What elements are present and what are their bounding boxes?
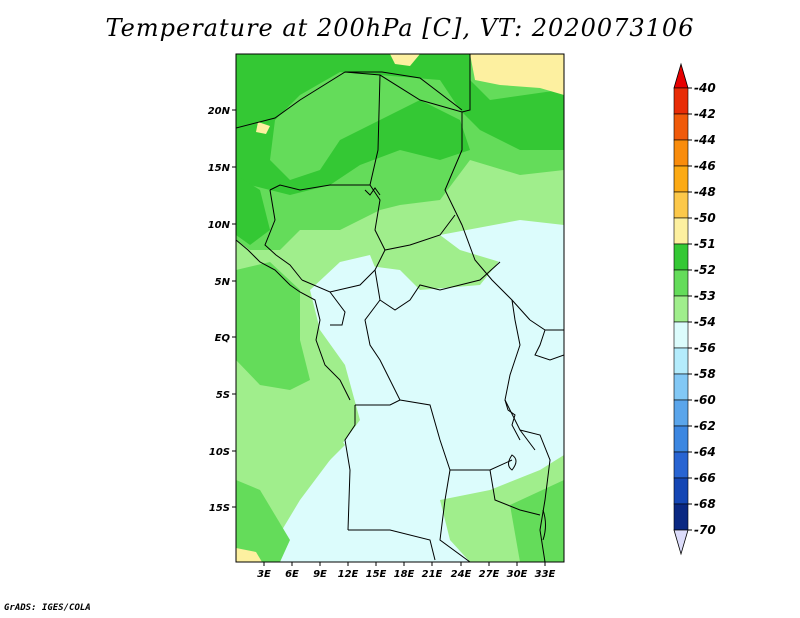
legend-swatch	[673, 139, 689, 167]
lat-tick-label: 5S	[216, 390, 230, 401]
map-frame	[235, 53, 565, 563]
lat-tick-label: 15S	[209, 503, 230, 514]
legend-label: -64	[694, 445, 716, 459]
legend-label: -58	[694, 367, 716, 381]
temperature-field	[236, 54, 564, 562]
legend-swatch	[673, 87, 689, 115]
legend-swatch	[673, 165, 689, 193]
legend-swatch	[673, 321, 689, 349]
lon-tick-label: 3E	[257, 569, 271, 580]
lat-tick-label: EQ	[215, 333, 231, 344]
legend-label: -60	[694, 393, 716, 407]
footer-credit: GrADS: IGES/COLA	[4, 603, 91, 613]
legend-swatch	[673, 425, 689, 453]
legend-label: -51	[694, 237, 716, 251]
lon-tick-label: 6E	[285, 569, 299, 580]
legend-label: -42	[694, 107, 716, 121]
lon-tick-label: 9E	[313, 569, 327, 580]
legend-label: -70	[694, 523, 716, 537]
map-title: Temperature at 200hPa [C], VT: 202007310…	[105, 14, 695, 42]
legend-swatch	[673, 399, 689, 427]
legend-bottom-arrow	[673, 529, 689, 556]
lon-tick-label: 18E	[394, 569, 415, 580]
legend-swatch	[673, 477, 689, 505]
legend-label: -40	[694, 81, 716, 95]
country-borders	[236, 54, 564, 562]
legend-swatch	[673, 503, 689, 531]
lat-tick-label: 15N	[208, 163, 231, 174]
legend-swatch	[673, 191, 689, 219]
lon-tick-label: 33E	[535, 569, 556, 580]
legend-label: -48	[694, 185, 716, 199]
legend-label: -62	[694, 419, 716, 433]
lat-tick-label: 10N	[208, 220, 231, 231]
lon-tick-label: 15E	[366, 569, 387, 580]
lon-tick-label: 21E	[422, 569, 443, 580]
lat-tick-label: 10S	[209, 447, 230, 458]
longitude-axis: 3E 6E 9E 12E 15E 18E 21E 24E 27E 30E 33E	[257, 562, 556, 580]
legend-label: -66	[694, 471, 716, 485]
legend-label: -54	[694, 315, 716, 329]
legend-swatch	[673, 451, 689, 479]
lat-tick-label: 5N	[215, 277, 231, 288]
legend-swatch	[673, 113, 689, 141]
legend-label: -68	[694, 497, 716, 511]
lat-tick-label: 20N	[208, 106, 231, 117]
legend-label: -50	[694, 211, 716, 225]
color-legend: -40 -42 -44 -46 -48 -50 -51 -52 -53 -54 -56 -58 -60 -…	[673, 62, 716, 556]
legend-label: -53	[694, 289, 716, 303]
legend-swatch	[673, 269, 689, 297]
legend-swatch	[673, 217, 689, 245]
legend-top-arrow	[673, 62, 689, 89]
legend-label: -56	[694, 341, 716, 355]
legend-label: -44	[694, 133, 716, 147]
latitude-axis: 20N 15N 10N 5N EQ 5S 10S 15S	[208, 106, 236, 514]
lon-tick-label: 30E	[507, 569, 528, 580]
legend-swatch	[673, 295, 689, 323]
legend-swatch	[673, 373, 689, 401]
legend-label: -52	[694, 263, 716, 277]
legend-swatch	[673, 243, 689, 271]
legend-label: -46	[694, 159, 716, 173]
lon-tick-label: 27E	[479, 569, 500, 580]
lon-tick-label: 24E	[451, 569, 472, 580]
lon-tick-label: 12E	[338, 569, 359, 580]
legend-swatch	[673, 347, 689, 375]
